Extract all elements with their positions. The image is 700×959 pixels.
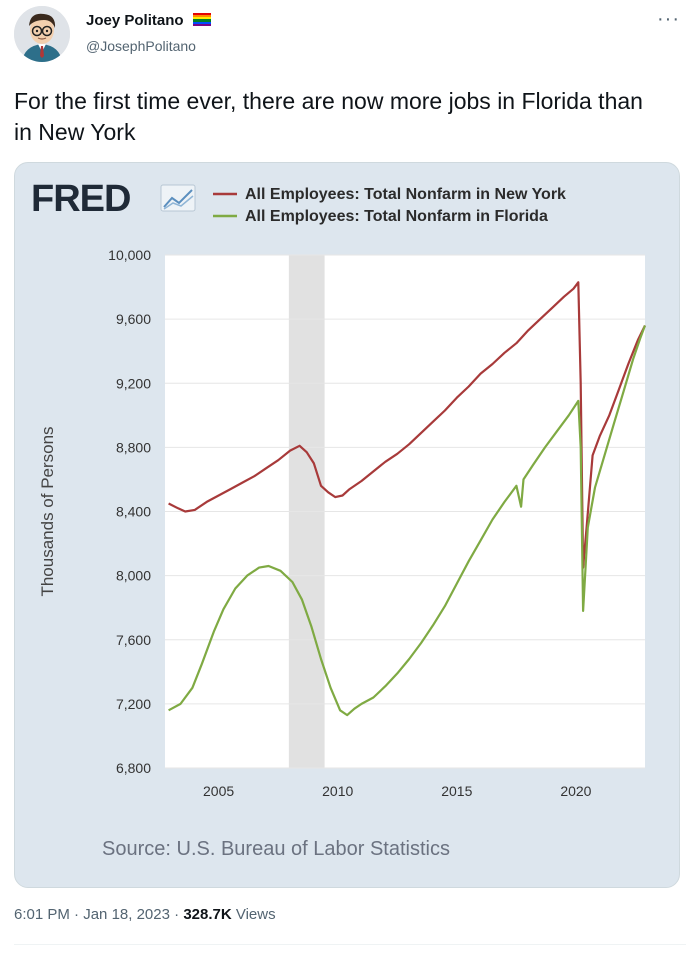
fred-logo-text: FRED: [31, 178, 130, 220]
y-tick-label: 8,800: [116, 439, 151, 455]
author-name-row[interactable]: Joey Politano: [86, 12, 211, 29]
x-tick-label: 2020: [560, 783, 591, 799]
x-tick-label: 2010: [322, 783, 353, 799]
tweet-text: For the first time ever, there are now m…: [14, 88, 643, 145]
pride-flag-icon: [192, 13, 211, 26]
plot-area: 6,800 7,200 7,600 8,000 8,400 8,800 9,200 9,600…: [38, 247, 647, 799]
legend-label: All Employees: Total Nonfarm in Florida: [245, 208, 548, 225]
y-tick-label: 9,600: [116, 311, 151, 327]
fred-chart: FRED All Employees: Total Nonfarm in New…: [31, 178, 647, 860]
tweet-metadata: 6:01 PM · Jan 18, 2023 · 328.7K Views: [14, 906, 276, 923]
x-tick-label: 2015: [441, 783, 472, 799]
views-label: Views: [235, 906, 276, 923]
y-tick-label: 7,200: [116, 696, 151, 712]
y-tick-label: 6,800: [116, 760, 151, 776]
meta-separator: ·: [74, 906, 80, 923]
author-name[interactable]: Joey Politano: [86, 12, 184, 29]
chart-image-card[interactable]: FRED All Employees: Total Nonfarm in New…: [14, 162, 680, 888]
legend: All Employees: Total Nonfarm in New York…: [213, 186, 566, 225]
divider: [14, 944, 686, 945]
y-axis-label: Thousands of Persons: [38, 426, 57, 596]
avatar-illustration: [14, 6, 70, 62]
y-tick-label: 8,400: [116, 504, 151, 520]
views-count[interactable]: 328.7K: [183, 906, 232, 923]
y-tick-label: 9,200: [116, 375, 151, 391]
more-horizontal-icon[interactable]: ···: [657, 8, 680, 30]
avatar[interactable]: [14, 6, 70, 62]
meta-separator: ·: [174, 906, 180, 923]
series-line-florida: [168, 325, 647, 717]
tweet-time[interactable]: 6:01 PM: [14, 906, 70, 923]
y-tick-label: 8,000: [116, 568, 151, 584]
x-tick-label: 2005: [203, 783, 234, 799]
fred-trend-icon: [160, 184, 196, 212]
tweet-date[interactable]: Jan 18, 2023: [83, 906, 170, 923]
source-note: Source: U.S. Bureau of Labor Statistics: [102, 838, 450, 860]
author-handle[interactable]: @JosephPolitano: [86, 38, 196, 54]
y-tick-label: 7,600: [116, 632, 151, 648]
y-tick-label: 10,000: [108, 247, 151, 263]
legend-label: All Employees: Total Nonfarm in New York: [245, 186, 566, 203]
fred-logo: FRED: [31, 178, 196, 220]
